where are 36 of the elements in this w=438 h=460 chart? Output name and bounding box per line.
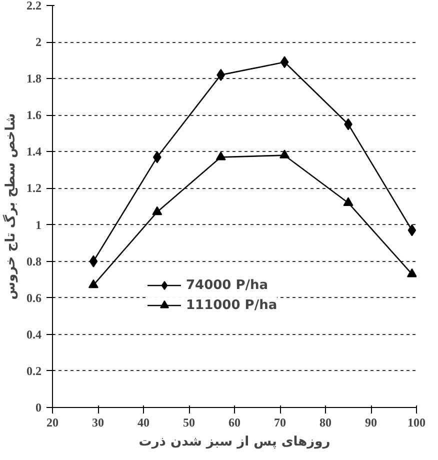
y-tick-label: 0.2 (26, 364, 42, 378)
point (152, 206, 162, 216)
point (88, 279, 98, 288)
y-tick-label: 1.4 (26, 144, 42, 159)
y-axis-title: شاخص سطح برگ تاج خروس (2, 113, 18, 300)
y-tick-label: 2 (36, 35, 42, 50)
x-tick-label: 30 (92, 416, 104, 430)
y-tick-label: 1 (36, 218, 42, 232)
legend-label: 74000 P/ha (186, 278, 268, 292)
x-tick-label: 100 (408, 416, 426, 430)
y-tick-label: 0.6 (26, 290, 42, 305)
point (216, 151, 226, 160)
point (216, 68, 226, 81)
y-tick-label: 0.8 (26, 254, 42, 268)
x-tick-label: 60 (228, 416, 240, 430)
x-tick-label: 40 (138, 416, 150, 430)
x-tick-label: 80 (320, 416, 332, 430)
point (343, 197, 354, 206)
x-tick-label: 90 (365, 416, 377, 430)
point (89, 255, 98, 268)
y-tick-label: 1.8 (26, 72, 42, 86)
x-tick-label: 20 (46, 416, 58, 430)
point (406, 268, 416, 278)
x-tick-label: 70 (274, 416, 286, 430)
x-axis-title: روزهای پس از سبز شدن ذرت (138, 434, 330, 450)
y-tick-label: 0.4 (26, 327, 42, 342)
point (280, 150, 290, 158)
legend-label: 111000 P/ha (186, 298, 278, 312)
point (408, 224, 416, 236)
y-tick-label: 1.2 (26, 181, 42, 196)
point (280, 56, 289, 68)
y-tick-label: 0 (36, 400, 42, 414)
x-tick-label: 50 (183, 416, 195, 430)
point (152, 151, 162, 164)
y-tick-label: 1.6 (26, 108, 42, 122)
y-tick-label: 2.2 (26, 0, 42, 12)
